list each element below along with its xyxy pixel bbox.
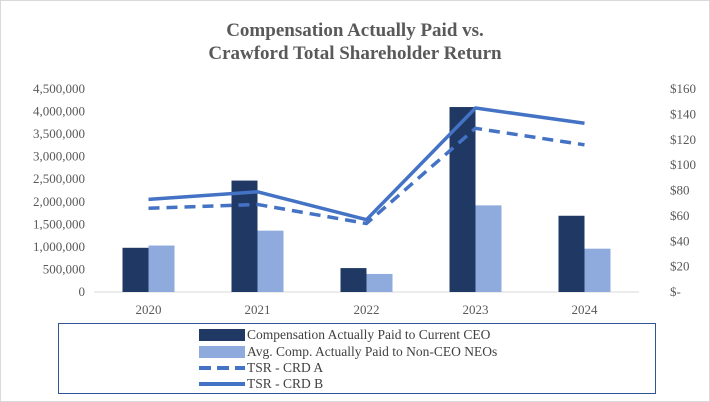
right-axis-tick-label: $120 bbox=[670, 132, 696, 147]
chart-title-line-2: Crawford Total Shareholder Return bbox=[208, 43, 502, 64]
legend-swatch-ceo bbox=[199, 329, 245, 341]
left-axis-tick-label: 2,500,000 bbox=[33, 171, 85, 186]
left-axis-tick-label: 1,000,000 bbox=[33, 239, 85, 254]
legend-swatch-ceo-fill bbox=[199, 329, 245, 341]
chart-title-line-1: Compensation Actually Paid vs. bbox=[226, 20, 484, 41]
x-axis-tick-label: 2020 bbox=[136, 302, 162, 317]
legend-swatch-neo-fill bbox=[199, 346, 245, 358]
legend-item-tsr-a: TSR - CRD A bbox=[199, 360, 323, 376]
bar-ceo bbox=[231, 180, 258, 292]
left-axis-tick-label: 1,500,000 bbox=[33, 216, 85, 231]
right-axis-tick-label: $40 bbox=[670, 233, 690, 248]
legend-item-tsr-b: TSR - CRD B bbox=[199, 376, 323, 392]
x-axis-tick-label: 2022 bbox=[354, 302, 380, 317]
legend-swatch-tsr-a-line bbox=[199, 366, 245, 370]
left-axis-tick-label: 500,000 bbox=[43, 261, 85, 276]
bar-neo bbox=[584, 248, 611, 292]
right-axis-tick-label: $60 bbox=[670, 208, 690, 223]
bar-neo bbox=[366, 273, 393, 292]
left-axis-tick-label: 3,500,000 bbox=[33, 126, 85, 141]
left-axis-tick-label: 0 bbox=[79, 284, 86, 299]
right-axis-tick-label: $100 bbox=[670, 157, 696, 172]
line-tsr-b bbox=[148, 106, 585, 222]
left-axis-tick-label: 2,000,000 bbox=[33, 194, 85, 209]
legend-swatch-tsr-a bbox=[199, 362, 245, 374]
right-axis-tick-label: $80 bbox=[670, 183, 690, 198]
right-axis-tick-label: $160 bbox=[670, 81, 696, 96]
chart-legend: Compensation Actually Paid to Current CE… bbox=[58, 323, 656, 394]
bar-ceo bbox=[449, 107, 476, 293]
legend-swatch-tsr-b bbox=[199, 378, 245, 390]
left-axis-tick-label: 4,500,000 bbox=[33, 81, 85, 96]
legend-swatch-tsr-b-line bbox=[199, 382, 245, 386]
left-axis-tick-label: 4,000,000 bbox=[33, 104, 85, 119]
legend-label-tsr-b: TSR - CRD B bbox=[247, 376, 324, 391]
legend-label-neo: Avg. Comp. Actually Paid to Non-CEO NEOs bbox=[247, 344, 498, 359]
bar-ceo bbox=[122, 247, 149, 292]
legend-label-ceo: Compensation Actually Paid to Current CE… bbox=[247, 327, 491, 342]
right-axis-tick-label: $20 bbox=[670, 259, 690, 274]
x-axis-tick-label: 2024 bbox=[572, 302, 599, 317]
legend-item-neo: Avg. Comp. Actually Paid to Non-CEO NEOs bbox=[199, 344, 497, 360]
bar-neo bbox=[475, 205, 502, 292]
right-axis-tick-label: $140 bbox=[670, 106, 696, 121]
legend-swatch-neo bbox=[199, 346, 245, 358]
x-axis-tick-label: 2023 bbox=[463, 302, 489, 317]
chart-plot-area: 0 500,000 1,000,000 1,500,000 2,000,000 2,500… bbox=[33, 81, 696, 317]
bar-ceo bbox=[558, 215, 585, 292]
x-axis-tick-label: 2021 bbox=[245, 302, 271, 317]
chart-title: Compensation Actually Paid vs. Crawford … bbox=[1, 19, 709, 65]
left-axis-tick-label: 3,000,000 bbox=[33, 149, 85, 164]
right-axis-tick-label: $- bbox=[670, 284, 681, 299]
legend-item-ceo: Compensation Actually Paid to Current CE… bbox=[199, 327, 490, 343]
bar-neo bbox=[257, 230, 284, 292]
bar-neo bbox=[148, 245, 175, 292]
legend-label-tsr-a: TSR - CRD A bbox=[247, 360, 324, 375]
bar-ceo bbox=[340, 268, 367, 292]
line-tsr-a bbox=[148, 126, 585, 226]
